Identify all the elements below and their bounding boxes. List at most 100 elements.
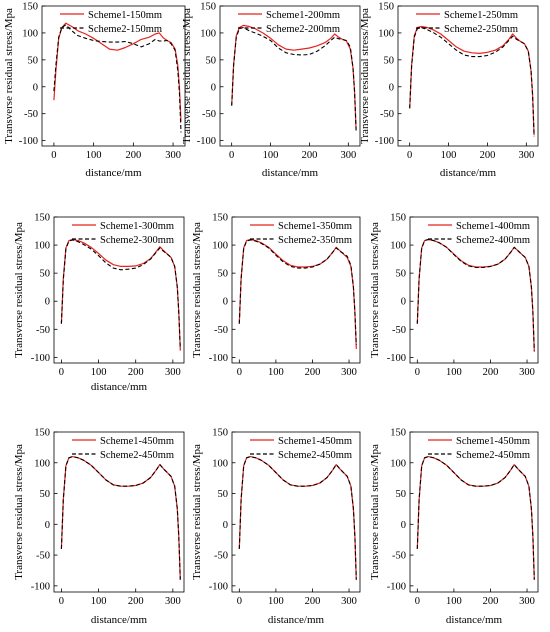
legend-label: Scheme1-300mm [100, 221, 174, 232]
x-tick-label: 0 [59, 367, 64, 378]
y-tick-label: 50 [40, 489, 51, 500]
x-tick-label: 200 [305, 367, 321, 378]
chart-panel-8: 0 100 200 300 -100 -50 0 50 100 150 distance/mm Tra… [191, 428, 361, 626]
plot-frame [409, 216, 539, 364]
y-tick-label: -100 [19, 136, 38, 147]
x-tick-label: 300 [341, 367, 357, 378]
y-axis-label: Transverse residual stress/Mpa [359, 8, 371, 144]
x-tick-label: 100 [441, 150, 457, 161]
series-line-scheme2 [60, 456, 181, 580]
series-line-scheme2 [238, 456, 357, 580]
plot-frame [231, 431, 361, 593]
x-tick-label: 200 [302, 150, 318, 161]
legend-label: Scheme2-200mm [266, 24, 340, 35]
y-axis-label: Transverse residual stress/Mpa [191, 222, 203, 358]
y-tick-label: 0 [389, 82, 394, 93]
series-line-scheme2 [409, 26, 535, 137]
y-tick-label: 0 [223, 297, 228, 308]
x-axis-label: distance/mm [268, 614, 325, 626]
x-tick-label: 300 [519, 596, 535, 607]
legend-label: Scheme1-350mm [278, 221, 352, 232]
series-line-scheme2 [416, 238, 535, 351]
series-line-scheme2 [60, 239, 181, 350]
y-tick-label: 100 [34, 241, 50, 252]
y-tick-label: -50 [214, 325, 228, 336]
series-line-scheme1 [60, 238, 181, 351]
x-axis-label: distance/mm [446, 614, 503, 626]
y-tick-label: 100 [212, 241, 228, 252]
series-line-scheme1 [416, 456, 535, 580]
legend-label: Scheme1-200mm [266, 10, 340, 21]
y-tick-label: 100 [34, 458, 50, 469]
y-tick-label: 50 [40, 269, 51, 280]
y-tick-label: 150 [200, 2, 216, 13]
series-line-scheme1 [60, 456, 181, 580]
x-tick-label: 200 [483, 596, 499, 607]
x-tick-label: 200 [128, 596, 144, 607]
plot-frame [41, 5, 186, 147]
y-tick-label: 150 [22, 2, 38, 13]
y-tick-label: 150 [390, 428, 406, 439]
legend-label: Scheme2-300mm [100, 235, 174, 246]
legend-label: Scheme2-400mm [456, 235, 530, 246]
plot-frame [409, 431, 539, 593]
legend-label: Scheme2-450mm [100, 450, 174, 461]
y-tick-label: -50 [202, 109, 216, 120]
series-line-scheme1 [416, 238, 535, 352]
y-tick-label: -100 [31, 353, 50, 364]
y-tick-label: 150 [34, 213, 50, 224]
y-tick-label: -100 [387, 353, 406, 364]
x-tick-label: 200 [483, 367, 499, 378]
y-axis-label: Transverse residual stress/Mpa [13, 444, 25, 580]
y-tick-label: 0 [45, 520, 50, 531]
legend-label: Scheme1-400mm [456, 221, 530, 232]
y-tick-label: 50 [28, 55, 39, 66]
x-axis-label: distance/mm [440, 167, 497, 179]
y-tick-label: 100 [390, 241, 406, 252]
y-tick-label: 0 [223, 520, 228, 531]
y-tick-label: -50 [380, 109, 394, 120]
x-tick-label: 300 [341, 596, 357, 607]
y-tick-label: 50 [396, 269, 407, 280]
y-tick-label: 50 [218, 269, 229, 280]
x-tick-label: 100 [91, 367, 107, 378]
y-axis-label: Transverse residual stress/Mpa [369, 444, 381, 580]
chart-panel-2: 0 100 200 300 -100 -50 0 50 100 150 distance/mm Tra… [181, 2, 361, 179]
x-tick-label: 100 [86, 150, 102, 161]
x-axis-label: distance/mm [91, 614, 148, 626]
x-tick-label: 300 [165, 150, 181, 161]
y-tick-label: 50 [396, 489, 407, 500]
x-tick-label: 200 [305, 596, 321, 607]
y-tick-label: 100 [22, 28, 38, 39]
y-tick-label: 150 [212, 213, 228, 224]
y-tick-label: -50 [36, 551, 50, 562]
series-line-scheme2 [238, 239, 357, 346]
series-line-scheme1 [53, 22, 182, 122]
y-tick-label: -100 [209, 581, 228, 592]
y-tick-label: -100 [387, 581, 406, 592]
y-tick-label: 50 [218, 489, 229, 500]
chart-panel-7: 0 100 200 300 -100 -50 0 50 100 150 distance/mm Tra… [13, 428, 185, 626]
x-tick-label: 0 [51, 150, 56, 161]
x-tick-label: 200 [480, 150, 496, 161]
x-tick-label: 0 [59, 596, 64, 607]
y-tick-label: -100 [375, 136, 394, 147]
legend-label: Scheme1-250mm [444, 10, 518, 21]
chart-panel-4: 0 100 200 300 -100 -50 0 50 100 150 distance/mm Tra… [13, 213, 185, 393]
y-tick-label: 150 [34, 428, 50, 439]
y-tick-label: 50 [384, 55, 395, 66]
plot-frame [53, 431, 185, 593]
y-tick-label: -100 [209, 353, 228, 364]
plot-frame [53, 216, 185, 364]
x-tick-label: 100 [263, 150, 279, 161]
y-tick-label: 150 [378, 2, 394, 13]
x-tick-label: 300 [165, 367, 181, 378]
legend-label: Scheme2-450mm [278, 450, 352, 461]
legend-label: Scheme2-450mm [456, 450, 530, 461]
y-tick-label: 0 [33, 82, 38, 93]
y-tick-label: -50 [214, 551, 228, 562]
y-tick-label: 100 [378, 28, 394, 39]
series-line-scheme1 [238, 456, 357, 580]
